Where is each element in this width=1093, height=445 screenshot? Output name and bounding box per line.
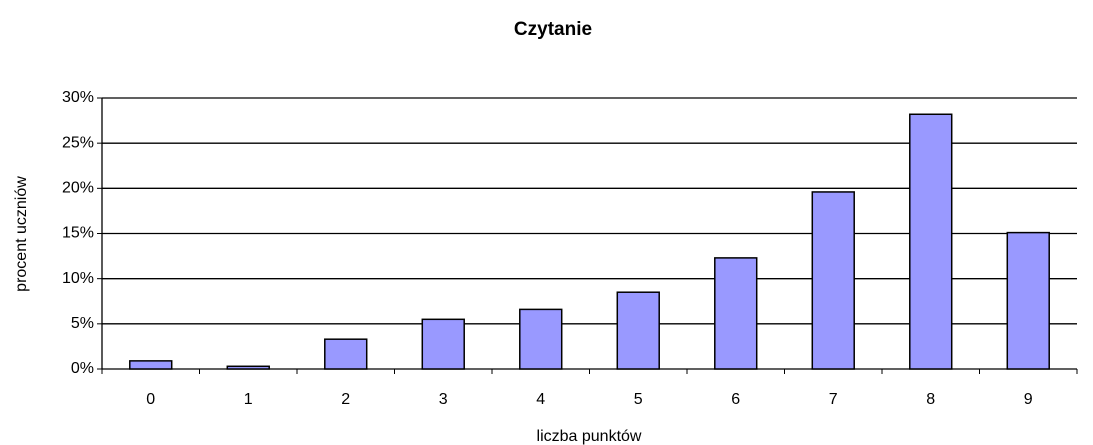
y-tick-label: 15% — [62, 225, 94, 242]
x-tick-label: 3 — [439, 391, 448, 408]
bar — [129, 360, 173, 370]
y-tick-label: 5% — [71, 315, 94, 332]
y-tick-label: 10% — [62, 270, 94, 287]
x-tick-label: 1 — [244, 391, 253, 408]
x-tick-label: 4 — [536, 391, 545, 408]
x-tick-label: 6 — [731, 391, 740, 408]
chart-title: Czytanie — [514, 19, 592, 40]
bar — [421, 318, 465, 370]
y-tick-label: 0% — [71, 360, 94, 377]
x-tick-label: 7 — [829, 391, 838, 408]
x-tick-label: 2 — [341, 391, 350, 408]
x-tick-label: 5 — [634, 391, 643, 408]
y-tick-label: 30% — [62, 89, 94, 106]
bar — [811, 191, 855, 370]
x-axis-label: liczba punktów — [537, 428, 642, 445]
x-tick-label: 8 — [926, 391, 935, 408]
bar — [226, 365, 270, 370]
bar — [324, 338, 368, 370]
bar — [909, 113, 953, 370]
y-tick-label: 20% — [62, 180, 94, 197]
y-axis-label: procent uczniów — [13, 176, 30, 292]
bar — [1006, 231, 1050, 370]
bar — [714, 257, 758, 370]
x-tick-label: 0 — [146, 391, 155, 408]
y-tick-label: 25% — [62, 134, 94, 151]
x-tick-label: 9 — [1024, 391, 1033, 408]
bar — [519, 308, 563, 370]
bar — [616, 291, 660, 370]
